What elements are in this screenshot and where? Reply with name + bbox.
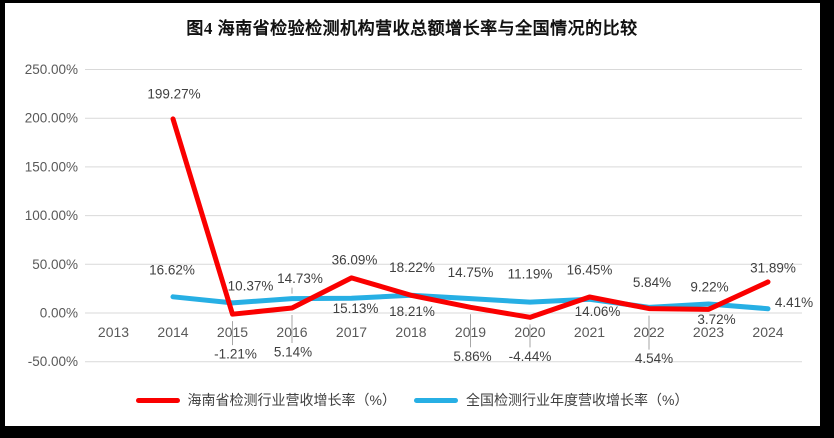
legend-item-hainan: 海南省检测行业营收增长率（%） bbox=[135, 390, 396, 410]
data-label-national: 14.73% bbox=[277, 271, 323, 286]
x-tick-label: 2014 bbox=[157, 324, 188, 340]
data-label-national: 15.13% bbox=[333, 301, 379, 316]
y-tick-label: -50.00% bbox=[28, 354, 78, 369]
legend-label-hainan: 海南省检测行业营收增长率（%） bbox=[187, 392, 396, 408]
frame-border-left bbox=[0, 0, 5, 438]
data-label-national: 18.22% bbox=[389, 260, 435, 275]
data-label-national: 16.62% bbox=[149, 262, 195, 277]
data-label-hainan: 4.54% bbox=[635, 351, 673, 366]
x-tick-label: 2023 bbox=[693, 324, 724, 340]
data-label-hainan: 5.14% bbox=[274, 344, 312, 359]
legend-swatch-hainan-icon bbox=[135, 397, 180, 403]
x-tick-label: 2024 bbox=[752, 324, 783, 340]
series-line-national bbox=[170, 292, 771, 312]
data-label-national: 4.41% bbox=[775, 295, 813, 310]
legend-item-national: 全国检测行业年度营收增长率（%） bbox=[414, 390, 688, 410]
data-label-national: 11.19% bbox=[508, 267, 553, 282]
frame-border-bottom bbox=[0, 426, 834, 438]
data-label-national: 5.84% bbox=[633, 275, 671, 290]
x-tick-label: 2021 bbox=[574, 324, 605, 340]
legend-label-national: 全国检测行业年度营收增长率（%） bbox=[466, 392, 689, 408]
data-label-hainan: 36.09% bbox=[332, 252, 378, 267]
x-tick-label: 2013 bbox=[98, 324, 129, 340]
data-label-hainan: 5.86% bbox=[453, 349, 491, 364]
data-label-hainan: 18.21% bbox=[389, 304, 435, 319]
frame-border-top bbox=[0, 0, 834, 3]
data-label-hainan: -1.21% bbox=[214, 347, 257, 362]
data-label-hainan: 31.89% bbox=[750, 260, 796, 275]
series-line-hainan bbox=[170, 116, 771, 320]
data-label-hainan: 3.72% bbox=[697, 312, 735, 327]
x-tick-label: 2018 bbox=[395, 324, 426, 340]
y-tick-label: 150.00% bbox=[25, 159, 78, 174]
data-label-hainan: 16.45% bbox=[567, 262, 613, 277]
y-tick-label: 100.00% bbox=[25, 208, 78, 223]
frame-border-right bbox=[820, 0, 834, 438]
chart-title: 图4 海南省检验检测机构营收总额增长率与全国情况的比较 bbox=[186, 19, 638, 38]
data-label-hainan: 199.27% bbox=[147, 86, 200, 101]
y-tick-label: 0.00% bbox=[40, 306, 78, 321]
data-label-national: 14.75% bbox=[448, 265, 494, 280]
data-label-national: 14.06% bbox=[575, 304, 621, 319]
data-label-hainan: -4.44% bbox=[509, 349, 552, 364]
y-tick-label: 250.00% bbox=[25, 62, 78, 77]
x-tick-label: 2017 bbox=[336, 324, 367, 340]
y-tick-label: 50.00% bbox=[32, 257, 78, 272]
y-tick-label: 200.00% bbox=[25, 111, 78, 126]
data-label-national: 10.37% bbox=[228, 278, 274, 293]
data-label-national: 9.22% bbox=[690, 280, 728, 295]
chart-legend: 海南省检测行业营收增长率（%） 全国检测行业年度营收增长率（%） bbox=[30, 388, 794, 412]
legend-swatch-national-icon bbox=[414, 397, 458, 403]
